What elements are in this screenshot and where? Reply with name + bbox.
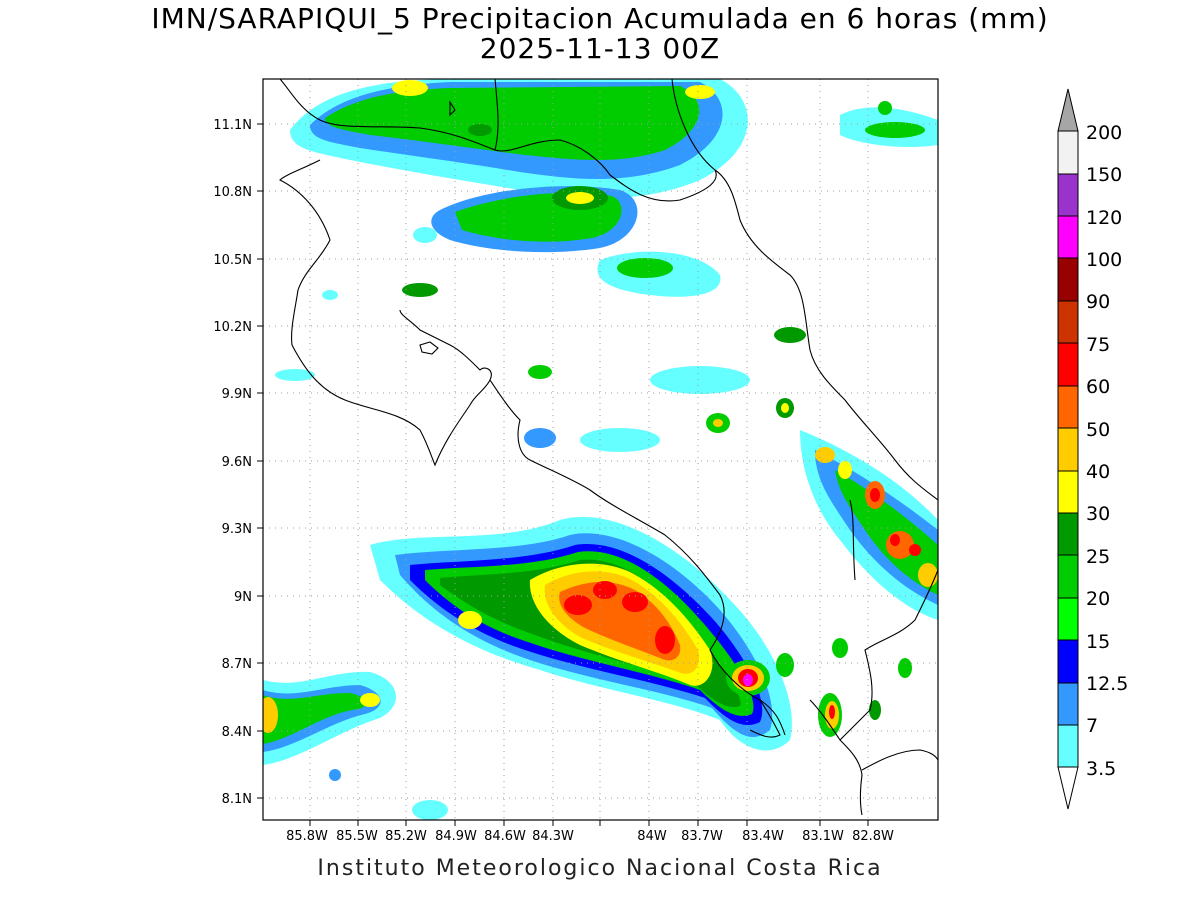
lat-label: 8.4N [222,725,252,740]
lat-label: 9.3N [222,522,252,537]
colorbar-max-arrow [1057,88,1079,132]
map-title: IMN/SARAPIQUI_5 Precipitacion Acumulada … [151,2,1049,35]
colorbar-label: 15 [1086,631,1110,653]
colorbar-min-arrow [1057,766,1079,810]
lat-labels: 11.1N 10.8N 10.5N 10.2N 9.9N 9.6N 9.3N 9… [213,118,252,807]
colorbar-label: 120 [1086,207,1122,229]
colorbar-label: 40 [1086,461,1110,483]
colorbar-swatch [1057,597,1079,641]
lon-label: 84.9W [435,829,477,844]
lat-label: 8.7N [222,657,252,672]
map-date: 2025-11-13 00Z [479,32,721,65]
lat-label: 9N [234,590,252,605]
colorbar-swatch [1057,130,1079,175]
lat-label: 10.5N [213,253,252,268]
colorbar-swatch [1057,724,1079,768]
lat-label: 10.8N [213,185,252,200]
colorbar-label: 50 [1086,419,1110,441]
precip-band-pacific [370,516,792,751]
precip-band-caribbean [706,398,938,737]
lon-label: 85.8W [286,829,328,844]
colorbar-swatch [1057,257,1079,302]
lon-label: 83.7W [681,829,723,844]
lon-label: 83.1W [802,829,844,844]
colorbar-swatch [1057,639,1079,684]
precip-band-southwest [263,671,397,781]
lat-label: 9.6N [222,455,252,470]
colorbar-swatch [1057,385,1079,429]
colorbar-label: 200 [1086,122,1122,144]
colorbar-label: 7 [1086,715,1098,737]
lon-label: 82.8W [852,829,894,844]
colorbar-label: 3.5 [1086,758,1116,780]
colorbar-swatch [1057,342,1079,387]
precip-band-north [275,79,938,820]
lon-label: 84.6W [484,829,526,844]
lat-label: 10.2N [213,320,252,335]
colorbar-label: 20 [1086,588,1110,610]
lon-label: 85.2W [385,829,427,844]
lat-label: 11.1N [213,118,252,133]
colorbar: 3.5 7 12.5 15 20 25 30 40 50 60 75 90 10… [1057,88,1128,810]
precipitation-field [263,79,938,820]
footer-credit: Instituto Meteorologico Nacional Costa R… [317,856,883,881]
colorbar-swatch [1057,300,1079,344]
colorbar-label: 90 [1086,291,1110,313]
colorbar-label: 100 [1086,249,1122,271]
colorbar-label: 25 [1086,546,1110,568]
colorbar-swatch [1057,512,1079,556]
lat-label: 9.9N [222,387,252,402]
colorbar-label: 75 [1086,334,1110,356]
colorbar-swatch [1057,173,1079,217]
colorbar-swatch [1057,470,1079,514]
coastlines [279,79,938,816]
lon-label: 84W [637,829,667,844]
colorbar-swatch [1057,682,1079,726]
colorbar-swatch [1057,554,1079,599]
lat-label: 8.1N [222,792,252,807]
colorbar-label: 150 [1086,164,1122,186]
lon-label: 83.4W [742,829,784,844]
colorbar-label: 12.5 [1086,673,1128,695]
colorbar-swatch [1057,215,1079,259]
colorbar-swatch [1057,427,1079,472]
axis-ticks [257,123,869,826]
colorbar-label: 30 [1086,503,1110,525]
lon-labels: 85.8W 85.5W 85.2W 84.9W 84.6W 84.3W 84W … [286,829,894,844]
lon-label: 84.3W [532,829,574,844]
colorbar-label: 60 [1086,376,1110,398]
lon-label: 85.5W [336,829,378,844]
